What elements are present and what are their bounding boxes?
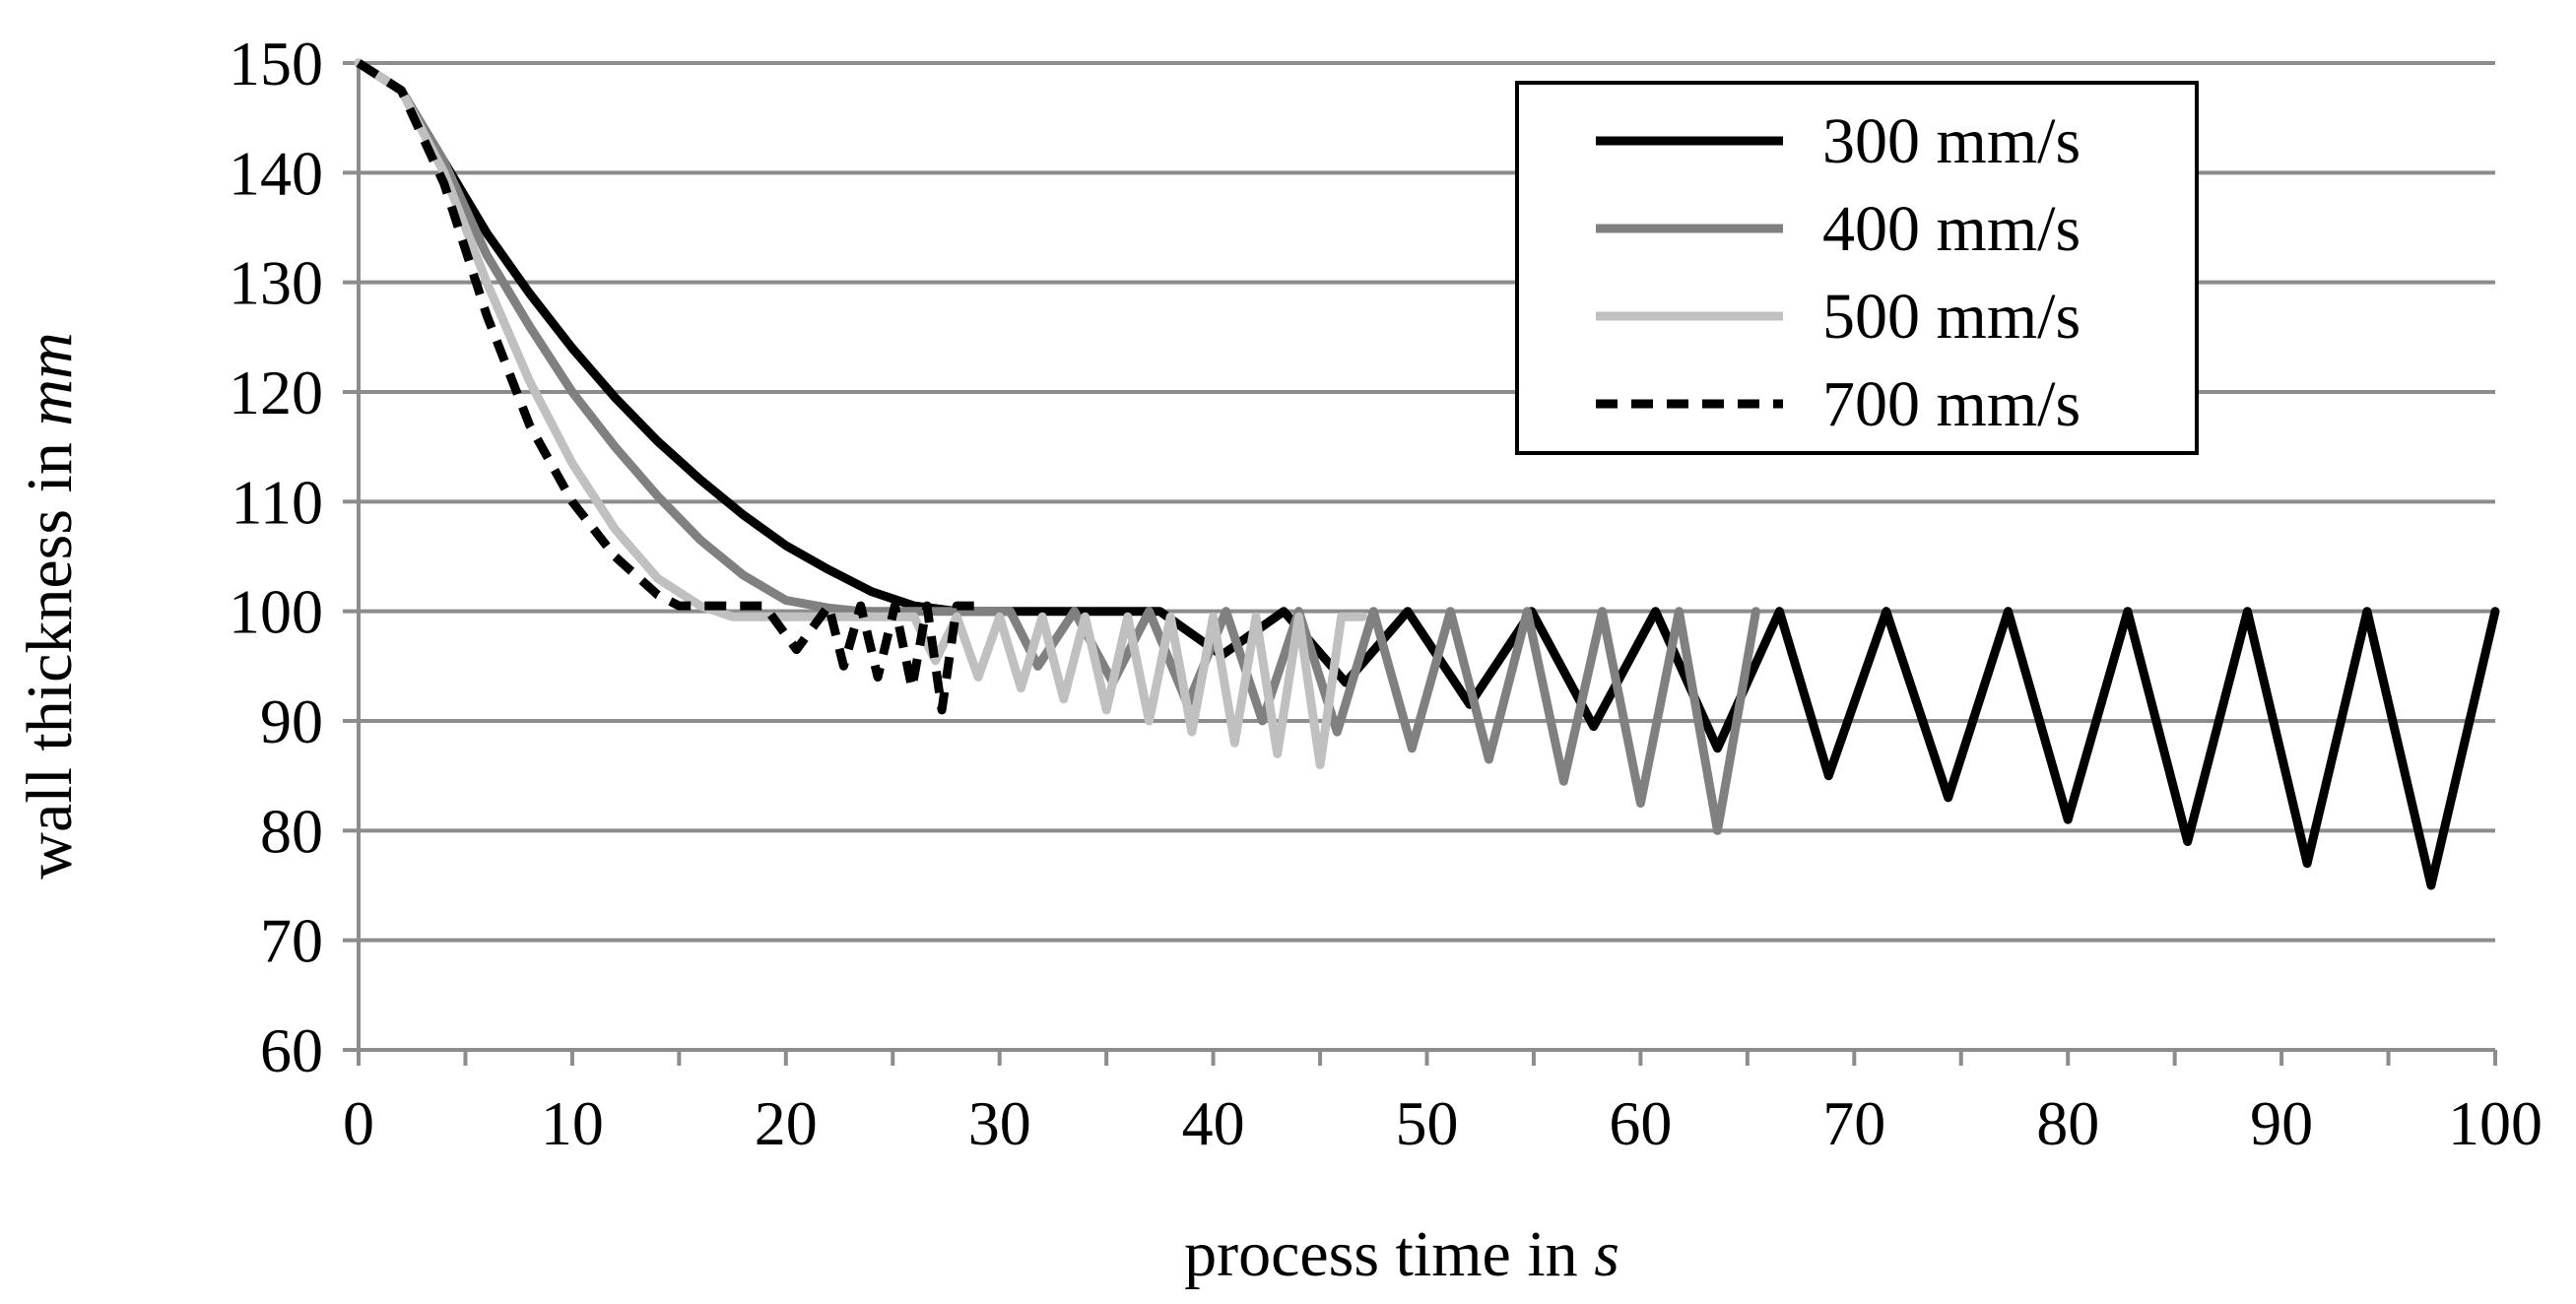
- y-tick-label-70: 70: [260, 906, 323, 976]
- x-tick-label-90: 90: [2250, 1088, 2313, 1158]
- y-axis-title-unit: mm: [14, 332, 86, 425]
- x-tick-label-20: 20: [755, 1088, 818, 1158]
- x-tick-label-30: 30: [968, 1088, 1031, 1158]
- legend-label-500-mm-s: 500 mm/s: [1822, 281, 2081, 353]
- y-axis-title-prefix: wall thickness in: [14, 426, 86, 880]
- y-axis-title: wall thickness in mm: [14, 332, 86, 879]
- y-tick-label-100: 100: [229, 577, 323, 647]
- y-tick-label-150: 150: [229, 29, 323, 98]
- series-lines: [354, 58, 2500, 890]
- axes: [343, 61, 2497, 1066]
- y-tick-label-120: 120: [229, 358, 323, 427]
- x-axis-title: process time in s: [1184, 1218, 1619, 1290]
- legend-label-700-mm-s: 700 mm/s: [1822, 368, 2081, 440]
- x-tick-label-70: 70: [1822, 1088, 1885, 1158]
- x-tick-label-50: 50: [1396, 1088, 1459, 1158]
- y-tick-label-140: 140: [229, 138, 323, 208]
- legend: 300 mm/s 400 mm/s 500 mm/s 700 mm/s: [1515, 81, 2199, 455]
- series-line-700-mm-s: [356, 59, 974, 715]
- x-axis-title-unit: s: [1594, 1218, 1619, 1290]
- y-tick-label-90: 90: [260, 686, 323, 756]
- y-tick-label-60: 60: [260, 1015, 323, 1085]
- x-tick-label-60: 60: [1609, 1088, 1672, 1158]
- legend-label-300-mm-s: 300 mm/s: [1822, 105, 2081, 177]
- y-tick-label-80: 80: [260, 796, 323, 866]
- series-line-500-mm-s: [354, 58, 1367, 769]
- x-tick-label-80: 80: [2036, 1088, 2099, 1158]
- x-axis-title-prefix: process time in: [1184, 1218, 1594, 1290]
- series-line-300-mm-s: [354, 58, 2500, 890]
- x-tick-label-40: 40: [1182, 1088, 1245, 1158]
- y-tick-label-130: 130: [229, 248, 323, 318]
- x-tick-label-100: 100: [2448, 1088, 2543, 1158]
- y-tick-label-110: 110: [231, 467, 323, 537]
- x-tick-labels: 0 10 20 30 40 50 60 70 80 90 100: [343, 1088, 2543, 1158]
- y-tick-labels: 60 70 80 90 100 110 120 130 140 150: [229, 29, 323, 1085]
- legend-label-400-mm-s: 400 mm/s: [1822, 193, 2081, 265]
- x-tick-label-0: 0: [343, 1088, 374, 1158]
- x-tick-label-10: 10: [541, 1088, 604, 1158]
